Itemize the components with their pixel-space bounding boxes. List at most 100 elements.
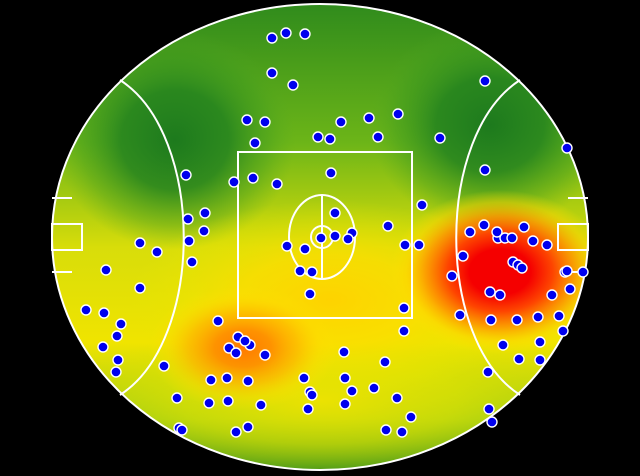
event-marker[interactable] xyxy=(212,315,224,327)
event-marker[interactable] xyxy=(306,266,318,278)
event-marker[interactable] xyxy=(485,314,497,326)
event-marker[interactable] xyxy=(486,416,498,428)
event-marker[interactable] xyxy=(249,137,261,149)
event-marker[interactable] xyxy=(266,67,278,79)
event-marker[interactable] xyxy=(247,172,259,184)
event-marker[interactable] xyxy=(372,131,384,143)
event-marker[interactable] xyxy=(398,325,410,337)
event-marker[interactable] xyxy=(479,164,491,176)
event-marker[interactable] xyxy=(324,133,336,145)
event-marker[interactable] xyxy=(100,264,112,276)
event-marker[interactable] xyxy=(280,27,292,39)
event-marker[interactable] xyxy=(335,116,347,128)
event-marker[interactable] xyxy=(205,374,217,386)
event-marker[interactable] xyxy=(494,289,506,301)
event-marker[interactable] xyxy=(171,392,183,404)
event-marker[interactable] xyxy=(399,239,411,251)
event-marker[interactable] xyxy=(532,311,544,323)
event-marker[interactable] xyxy=(391,392,403,404)
event-marker[interactable] xyxy=(484,286,496,298)
event-marker[interactable] xyxy=(457,250,469,262)
event-marker[interactable] xyxy=(342,233,354,245)
event-marker[interactable] xyxy=(329,207,341,219)
event-marker[interactable] xyxy=(158,360,170,372)
event-marker[interactable] xyxy=(405,411,417,423)
event-marker[interactable] xyxy=(497,339,509,351)
event-marker[interactable] xyxy=(281,240,293,252)
event-marker[interactable] xyxy=(312,131,324,143)
event-marker[interactable] xyxy=(221,372,233,384)
event-marker[interactable] xyxy=(363,112,375,124)
event-marker[interactable] xyxy=(382,220,394,232)
event-marker[interactable] xyxy=(398,302,410,314)
event-marker[interactable] xyxy=(491,226,503,238)
event-marker[interactable] xyxy=(506,232,518,244)
event-marker[interactable] xyxy=(329,230,341,242)
event-marker[interactable] xyxy=(346,385,358,397)
event-marker[interactable] xyxy=(416,199,428,211)
event-marker[interactable] xyxy=(242,421,254,433)
event-marker[interactable] xyxy=(266,32,278,44)
event-marker[interactable] xyxy=(304,288,316,300)
event-marker[interactable] xyxy=(298,372,310,384)
event-marker[interactable] xyxy=(230,347,242,359)
event-marker[interactable] xyxy=(338,346,350,358)
event-marker[interactable] xyxy=(541,239,553,251)
event-marker[interactable] xyxy=(434,132,446,144)
event-marker[interactable] xyxy=(255,399,267,411)
event-marker[interactable] xyxy=(557,325,569,337)
event-marker[interactable] xyxy=(228,176,240,188)
event-marker[interactable] xyxy=(564,283,576,295)
event-marker[interactable] xyxy=(294,265,306,277)
event-marker[interactable] xyxy=(315,232,327,244)
event-marker[interactable] xyxy=(151,246,163,258)
event-marker[interactable] xyxy=(271,178,283,190)
event-marker[interactable] xyxy=(482,366,494,378)
event-marker[interactable] xyxy=(483,403,495,415)
event-marker[interactable] xyxy=(199,207,211,219)
event-marker[interactable] xyxy=(287,79,299,91)
event-marker[interactable] xyxy=(186,256,198,268)
event-marker[interactable] xyxy=(110,366,122,378)
event-marker[interactable] xyxy=(518,221,530,233)
event-marker[interactable] xyxy=(306,389,318,401)
event-marker[interactable] xyxy=(577,266,589,278)
event-marker[interactable] xyxy=(464,226,476,238)
event-marker[interactable] xyxy=(368,382,380,394)
event-marker[interactable] xyxy=(299,243,311,255)
event-marker[interactable] xyxy=(561,142,573,154)
event-marker[interactable] xyxy=(176,424,188,436)
event-marker[interactable] xyxy=(180,169,192,181)
event-marker[interactable] xyxy=(392,108,404,120)
event-marker[interactable] xyxy=(380,424,392,436)
event-marker[interactable] xyxy=(222,395,234,407)
event-marker[interactable] xyxy=(396,426,408,438)
event-marker[interactable] xyxy=(479,75,491,87)
event-marker[interactable] xyxy=(513,353,525,365)
event-marker[interactable] xyxy=(534,336,546,348)
event-marker[interactable] xyxy=(115,318,127,330)
event-marker[interactable] xyxy=(511,314,523,326)
event-marker[interactable] xyxy=(242,375,254,387)
event-marker[interactable] xyxy=(561,265,573,277)
event-marker[interactable] xyxy=(239,335,251,347)
event-marker[interactable] xyxy=(339,398,351,410)
event-marker[interactable] xyxy=(230,426,242,438)
event-marker[interactable] xyxy=(80,304,92,316)
event-marker[interactable] xyxy=(413,239,425,251)
event-marker[interactable] xyxy=(134,237,146,249)
event-marker[interactable] xyxy=(112,354,124,366)
event-marker[interactable] xyxy=(241,114,253,126)
event-marker[interactable] xyxy=(527,235,539,247)
event-marker[interactable] xyxy=(259,349,271,361)
event-marker[interactable] xyxy=(446,270,458,282)
event-marker[interactable] xyxy=(182,213,194,225)
event-marker[interactable] xyxy=(325,167,337,179)
event-marker[interactable] xyxy=(134,282,146,294)
event-marker[interactable] xyxy=(203,397,215,409)
event-marker[interactable] xyxy=(259,116,271,128)
event-marker[interactable] xyxy=(183,235,195,247)
event-marker[interactable] xyxy=(553,310,565,322)
event-marker[interactable] xyxy=(546,289,558,301)
event-marker[interactable] xyxy=(379,356,391,368)
